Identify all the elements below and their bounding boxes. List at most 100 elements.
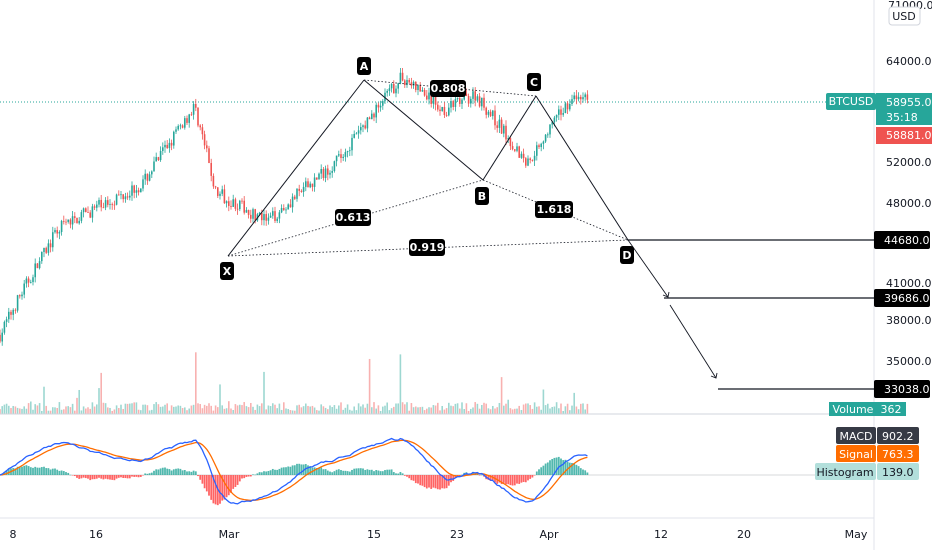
candle-body <box>514 149 516 151</box>
time-axis[interactable]: 8 16 Mar 15 23 Apr 12 20 May <box>10 528 868 541</box>
volume-bar <box>520 409 523 414</box>
ab-leg <box>363 79 484 181</box>
candle-body <box>575 95 578 100</box>
ratio-text: 0.808 <box>431 82 466 95</box>
candle-body <box>269 215 272 218</box>
histogram-bar <box>153 470 155 475</box>
currency-box[interactable]: USD <box>888 6 921 26</box>
volume-bar <box>547 403 549 414</box>
volume-bar <box>426 408 428 414</box>
candle-body <box>406 79 408 86</box>
histogram-bar <box>461 474 463 476</box>
time-tick: 20 <box>737 528 751 541</box>
candle-body <box>386 90 388 93</box>
histogram-bar <box>509 475 512 486</box>
candle-body <box>225 201 228 204</box>
volume-bar <box>67 406 69 414</box>
svg-text:B: B <box>478 190 486 203</box>
histogram-bar <box>76 475 78 478</box>
candle-body <box>155 157 157 162</box>
volume-bar <box>465 403 468 414</box>
volume-bar <box>190 405 193 414</box>
histogram-bar <box>155 469 158 475</box>
candle-body <box>309 183 311 188</box>
candle-body <box>272 211 274 216</box>
volume-bar <box>276 408 278 414</box>
histogram-bar <box>329 471 331 475</box>
candle-body <box>371 113 373 120</box>
volume-bar <box>173 406 175 414</box>
candle-body <box>558 109 560 115</box>
volume-bar <box>410 403 413 414</box>
histogram-bar <box>571 462 573 475</box>
candle-body <box>395 88 397 94</box>
candle-body <box>208 148 210 164</box>
candle-body <box>373 113 375 118</box>
volume-bar <box>560 403 562 414</box>
histogram-bar <box>522 475 525 482</box>
histogram-bar <box>71 475 74 476</box>
histogram-bar <box>441 475 444 489</box>
candle-body <box>417 85 419 91</box>
svg-text:Volume: Volume <box>833 403 874 416</box>
histogram-bar <box>32 467 34 475</box>
volume-bar <box>166 403 168 414</box>
candle-body <box>461 99 463 104</box>
histogram-bar <box>102 475 105 480</box>
candle-body <box>89 212 91 218</box>
candle-body <box>41 251 43 262</box>
volume-bar <box>571 405 573 414</box>
histogram-bar <box>43 466 45 475</box>
bc-leg <box>482 95 537 181</box>
histogram-bar <box>412 475 415 481</box>
histogram-bar <box>78 475 81 479</box>
candle-body <box>45 247 47 253</box>
histogram-bar <box>381 471 384 475</box>
candle-body <box>179 125 182 127</box>
volume-bar <box>540 409 542 414</box>
price-axis[interactable]: 71000.0 USD 64000.0 52000.0 48000.0 4100… <box>815 0 932 480</box>
volume-bar <box>221 405 223 414</box>
volume-bar <box>430 407 432 414</box>
projection[interactable] <box>627 239 874 390</box>
histogram-bar <box>80 475 83 479</box>
volume-bar <box>393 406 395 414</box>
histogram-bar <box>399 471 402 475</box>
candle-body <box>467 96 470 104</box>
candle-body <box>254 209 256 221</box>
candle-body <box>78 220 80 224</box>
histogram-bar <box>181 470 184 475</box>
volume-bar <box>100 372 102 414</box>
histogram-bar <box>12 468 15 475</box>
candle-body <box>331 171 333 173</box>
candle-body <box>302 186 305 192</box>
volume-bar <box>316 410 318 414</box>
candle-body <box>65 221 67 223</box>
histogram-bar <box>29 467 32 475</box>
volume-bar <box>498 402 501 414</box>
volume-bar <box>111 410 113 414</box>
volume-bar <box>483 402 485 414</box>
candle-body <box>316 177 318 180</box>
candle-body <box>487 111 490 115</box>
candles-layer <box>0 67 589 346</box>
volume-bar <box>181 407 184 414</box>
histogram-bar <box>489 475 492 481</box>
macd-line <box>0 437 588 505</box>
candle-body <box>324 168 327 178</box>
volume-bar <box>384 405 386 414</box>
volume-bar <box>23 406 25 414</box>
volume-bar <box>514 408 516 414</box>
candle-body <box>133 185 135 193</box>
candle-body <box>267 217 270 221</box>
candle-body <box>569 103 571 110</box>
candle-body <box>43 247 45 252</box>
volume-bar <box>265 409 267 414</box>
current-price-badge: 58955.0 35:18 <box>876 93 932 125</box>
time-tick: May <box>845 528 868 541</box>
candle-body <box>27 278 30 283</box>
candle-body <box>258 212 261 215</box>
volume-bar <box>386 402 388 414</box>
volume-bar <box>245 406 248 414</box>
